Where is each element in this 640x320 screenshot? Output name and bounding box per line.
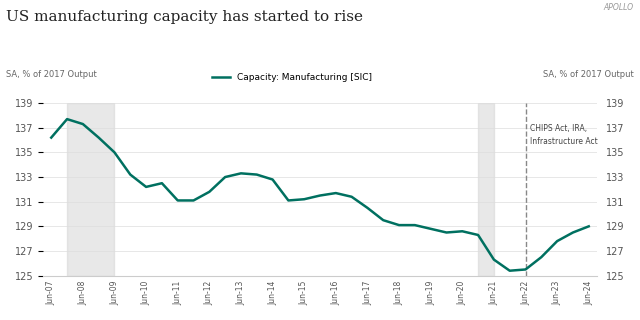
Text: CHIPS Act, IRA,
Infrastructure Act: CHIPS Act, IRA, Infrastructure Act	[531, 124, 598, 146]
Text: APOLLO: APOLLO	[604, 3, 634, 12]
Text: SA, % of 2017 Output: SA, % of 2017 Output	[6, 70, 97, 79]
Legend: Capacity: Manufacturing [SIC]: Capacity: Manufacturing [SIC]	[209, 70, 376, 86]
Bar	[67, 103, 115, 276]
Bar	[478, 103, 494, 276]
Text: SA, % of 2017 Output: SA, % of 2017 Output	[543, 70, 634, 79]
Text: US manufacturing capacity has started to rise: US manufacturing capacity has started to…	[6, 10, 364, 24]
